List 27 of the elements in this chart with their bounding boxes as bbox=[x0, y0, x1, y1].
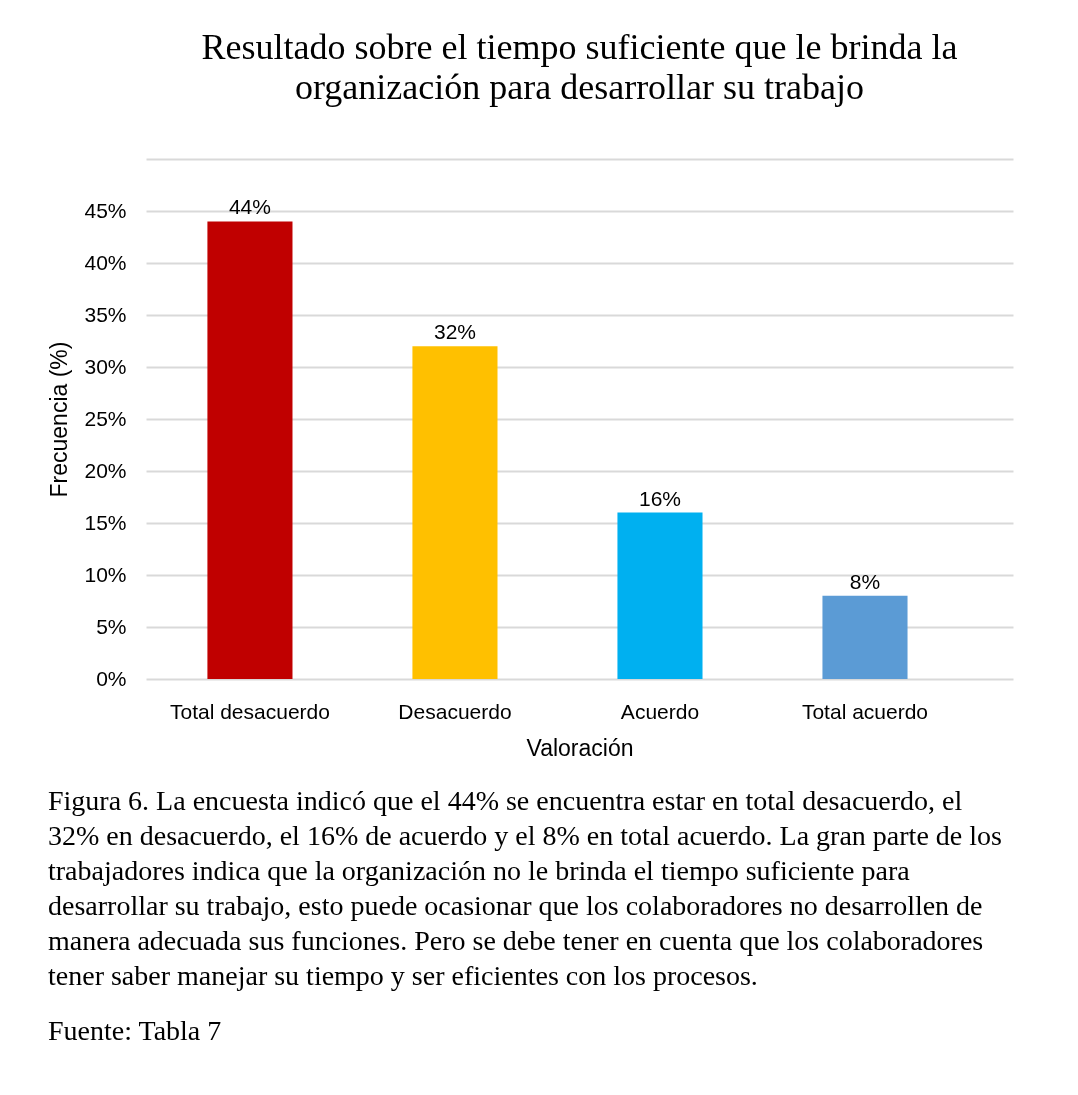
y-tick-label: 0% bbox=[96, 666, 127, 690]
data-label: 44% bbox=[228, 195, 271, 219]
y-tick-label: 20% bbox=[84, 458, 127, 482]
x-axis-title: Valoración bbox=[526, 734, 634, 761]
data-label: 32% bbox=[433, 320, 476, 344]
x-tick-label: Acuerdo bbox=[620, 699, 700, 723]
y-tick-label: 45% bbox=[84, 198, 127, 222]
bar bbox=[822, 595, 908, 679]
chart-title: Resultado sobre el tiempo suficiente que le brinda la organización para desarrollar su trabajo bbox=[201, 27, 958, 107]
x-tick-label: Total desacuerdo bbox=[169, 699, 330, 723]
y-tick-label: 40% bbox=[84, 250, 127, 274]
x-tick-label: Desacuerdo bbox=[398, 699, 512, 723]
bar bbox=[412, 346, 498, 679]
x-tick-label: Total acuerdo bbox=[801, 699, 929, 723]
source-note: Fuente: Tabla 7 bbox=[48, 1015, 222, 1046]
bar bbox=[617, 512, 703, 679]
data-label: 8% bbox=[849, 569, 881, 593]
y-tick-label: 10% bbox=[84, 562, 127, 586]
bar bbox=[207, 221, 293, 679]
text: Figura 6. La encuesta indicó que el 44% se encuentra estar en total desacuerdo, el 32% en desacuerdo, el 16% de acuerdo y el 8% en total acuerdo. La gran parte de los trabajadores indica que la organización no le brinda el tiempo suficiente para desarrollar su trabajo, esto puede ocasionar que los colaboradores no desarrollen de manera adecuada sus funciones. Pero se debe tener en cuenta que los colaboradores tener saber manejar su tiempo y ser eficientes con los procesos. bbox=[48, 785, 1002, 991]
y-tick-label: 15% bbox=[84, 510, 127, 534]
y-tick-label: 30% bbox=[84, 354, 127, 378]
y-tick-label: 35% bbox=[84, 302, 127, 326]
y-tick-label: 25% bbox=[84, 406, 127, 430]
y-axis-title: Frecuencia (%) bbox=[46, 341, 73, 498]
data-label: 16% bbox=[638, 486, 681, 510]
y-tick-label: 5% bbox=[96, 614, 127, 638]
